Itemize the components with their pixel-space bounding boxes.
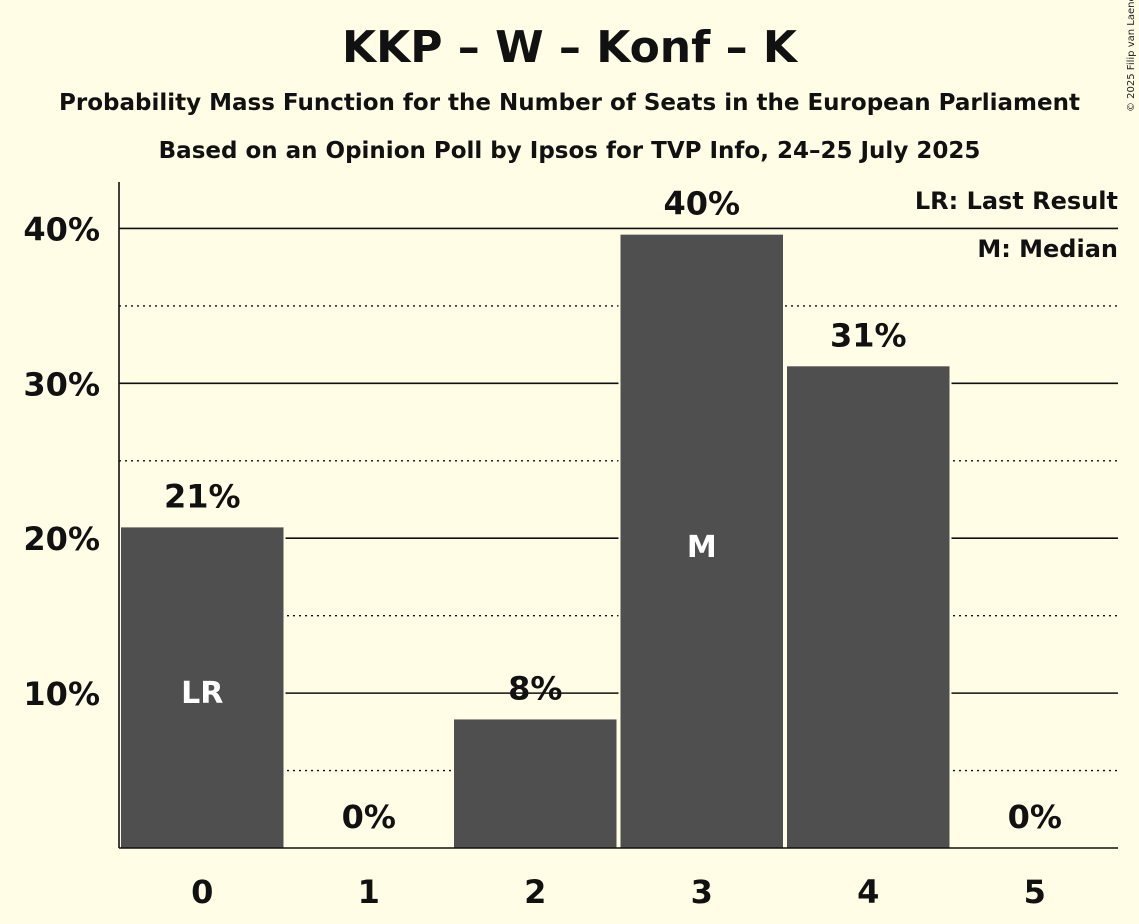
x-tick-label: 1 (358, 873, 380, 911)
legend-median: M: Median (977, 235, 1118, 263)
data-label-2: 8% (508, 669, 562, 707)
y-tick-label: 40% (23, 210, 100, 248)
x-tick-label: 0 (191, 873, 213, 911)
data-label-1: 0% (342, 798, 396, 836)
bar-0 (121, 527, 284, 848)
x-tick-label: 2 (524, 873, 546, 911)
chart-subtitle: Probability Mass Function for the Number… (59, 90, 1080, 116)
chart-title: KKP – W – Konf – K (342, 22, 797, 73)
data-label-5: 0% (1008, 798, 1062, 836)
bars (119, 234, 952, 848)
x-tick-label: 3 (691, 873, 713, 911)
y-tick-label: 30% (23, 365, 100, 403)
axes (118, 182, 1118, 849)
data-label-0: 21% (164, 477, 241, 515)
data-label-4: 31% (830, 316, 907, 354)
y-tick-label: 10% (23, 675, 100, 713)
y-tick-label: 20% (23, 520, 100, 558)
x-tick-label: 4 (857, 873, 879, 911)
data-label-3: 40% (663, 185, 740, 223)
inside-label-3: M (687, 530, 717, 565)
bar-4 (787, 366, 950, 848)
chart-source-line: Based on an Opinion Poll by Ipsos for TV… (158, 138, 981, 164)
bar-3 (620, 234, 783, 848)
x-tick-label: 5 (1024, 873, 1046, 911)
bar-2 (454, 719, 617, 848)
legend-last-result: LR: Last Result (915, 187, 1118, 215)
inside-label-0: LR (181, 676, 223, 711)
